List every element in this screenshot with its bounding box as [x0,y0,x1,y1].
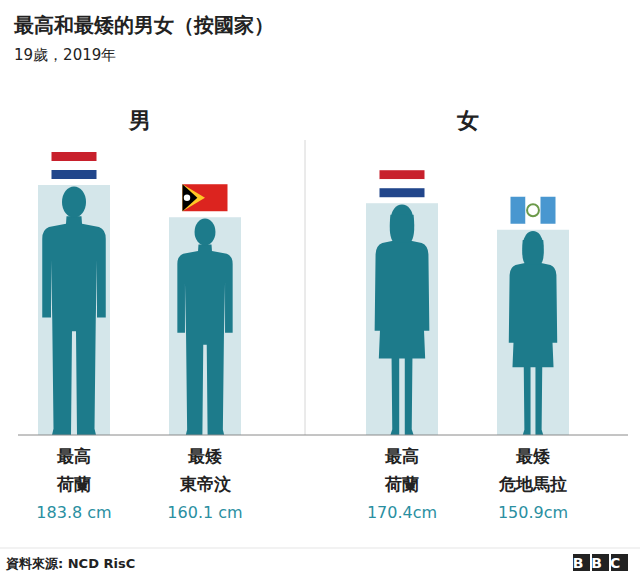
chart-svg: 最高和最矮的男女（按國家） 19歲，2019年男最高荷蘭 183.8 cm 最矮東帝汶… [0,0,640,576]
rank-label: 最矮 [187,446,222,466]
bar [366,203,438,435]
silhouette [177,219,232,435]
silhouette-head [62,187,86,218]
source: 資料來源: NCD RisC [5,556,135,571]
flag [52,152,97,179]
flag-stripe [380,179,425,188]
silhouette-head [195,219,216,246]
logo: BBC [573,554,629,571]
value-label: 170.4cm [367,503,437,522]
flag-stripe [52,161,97,170]
rank-label: 最高 [384,446,419,466]
footer-rule [0,548,640,549]
category-label: 東帝汶 [179,474,232,494]
flag-stripe [52,152,97,161]
silhouette-hair [522,240,544,265]
chart-root: 最高和最矮的男女（按國家） 19歲，2019年男最高荷蘭 183.8 cm 最矮東帝汶… [0,0,640,576]
silhouette [42,187,106,436]
title: 最高和最矮的男女（按國家） [13,13,274,37]
flag-stripe [380,188,425,197]
silhouette-body [177,244,232,435]
silhouette [509,231,557,435]
marks [38,185,569,435]
silhouette-body [375,233,430,435]
category-label: 危地馬拉 [498,474,567,494]
bar [497,230,569,435]
flag-star [184,194,190,200]
silhouette-body [509,256,557,435]
silhouette-body [42,216,106,435]
flag [511,197,556,224]
flag-field [183,184,228,211]
logo-text: BBC [573,555,629,571]
baseline [18,435,628,436]
group-label: 男 [128,108,151,133]
category-label: 荷蘭 [384,474,419,494]
value-label: 150.9cm [498,503,568,522]
divider [305,140,306,435]
rank-label: 最矮 [515,446,550,466]
flag-stripe [52,170,97,179]
flag [183,184,228,211]
silhouette-hair [390,215,415,243]
group-label: 女 [456,108,479,133]
category-label: 荷蘭 [56,474,91,494]
flag [380,170,425,197]
flag-triangle [183,184,206,211]
value-label: 183.8 cm [36,503,111,522]
flag-triangle [183,184,198,211]
flag-stripe [511,197,526,224]
bar [38,185,110,435]
value-label: 160.1 cm [167,503,242,522]
subtitle: 19歲，2019年 [14,46,116,64]
logo-text-group: BBC [573,555,629,571]
flag-stripe [541,197,556,224]
flag-stripe [380,170,425,179]
flags [52,152,556,224]
silhouette [375,205,430,435]
rank-label: 最高 [56,446,91,466]
flag-stripe [526,197,541,224]
bar [169,217,241,435]
flag-emblem [527,204,539,216]
